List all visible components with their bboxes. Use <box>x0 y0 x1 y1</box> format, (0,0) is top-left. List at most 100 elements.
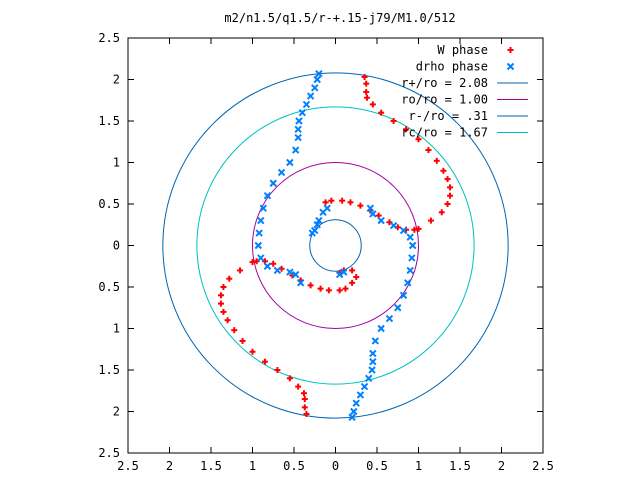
y-tick-label: 2.5 <box>98 31 120 45</box>
drho-phase-point <box>377 216 385 225</box>
w-phase-point <box>224 317 231 324</box>
point-stroke <box>369 357 377 366</box>
point-stroke <box>371 337 380 345</box>
point-stroke <box>394 304 402 312</box>
drho-phase-point <box>369 210 377 218</box>
drho-phase-point <box>315 216 323 225</box>
y-tick-label: 2.5 <box>98 446 120 460</box>
drho-phase-point <box>385 314 394 323</box>
point-stroke <box>277 168 286 177</box>
w-phase-point <box>378 109 385 116</box>
point-stroke <box>311 84 319 92</box>
drho-phase-point <box>371 337 380 345</box>
point-stroke <box>291 146 300 154</box>
drho-phase-point <box>302 100 311 109</box>
w-phase-point <box>342 285 349 292</box>
w-phase-point <box>411 226 418 233</box>
point-stroke <box>356 391 365 399</box>
drho-phase-point <box>298 108 307 117</box>
w-phase-point <box>447 192 454 199</box>
w-phase-point <box>239 337 246 344</box>
w-phase-point <box>440 167 447 174</box>
point-stroke <box>406 266 414 275</box>
y-tick-label: 2 <box>113 73 120 87</box>
drho-phase-point <box>399 226 408 235</box>
w-phase-point <box>317 285 324 292</box>
point-stroke <box>315 69 323 78</box>
drho-phase-point <box>348 413 356 422</box>
drho-phase-point <box>257 216 265 225</box>
x-tick-label: 2.5 <box>532 459 554 473</box>
point-stroke <box>286 158 294 167</box>
y-tick-label: 1 <box>113 156 120 170</box>
w-phase-point <box>325 287 332 294</box>
w-phase-point <box>447 184 454 191</box>
point-stroke <box>406 233 414 241</box>
drho-phase-point <box>269 179 277 187</box>
chart-title: m2/n1.5/q1.5/r-+.15-j79/M1.0/512 <box>224 11 455 25</box>
w-phase-point <box>286 375 293 382</box>
x-tick-label: 1 <box>415 459 422 473</box>
point-stroke <box>404 279 412 287</box>
drho-phase-point <box>296 279 305 287</box>
legend-label: r-/ro = .31 <box>409 109 488 123</box>
y-tick-label: 1.5 <box>98 114 120 128</box>
x-tick-label: 1.5 <box>200 459 222 473</box>
w-phase-point <box>427 217 434 224</box>
drho-phase-point <box>263 191 272 200</box>
point-stroke <box>377 324 385 333</box>
drho-phase-point <box>294 133 302 142</box>
point-stroke <box>313 221 321 229</box>
w-phase-point <box>364 94 371 101</box>
legend: W phase drho phase r+/ro = 2.08 ro/ro = 1.0… <box>401 43 528 140</box>
y-tick-label: 1 <box>113 322 120 336</box>
drho-phase-point <box>360 382 369 391</box>
w-phase-point <box>415 136 422 143</box>
point-stroke <box>308 229 316 237</box>
point-stroke <box>377 216 385 225</box>
x-tick-label: 0 <box>332 459 339 473</box>
w-phase-point <box>307 282 314 289</box>
legend-label: rc/ro = 1.67 <box>401 126 488 140</box>
point-stroke <box>399 291 408 300</box>
axis-ticks: 2.5 2 1.5 1 0.5 0 0.5 1 1.5 2 2.52.521.510.500.511… <box>98 31 554 473</box>
point-stroke <box>313 75 321 84</box>
w-phase-point <box>328 197 335 204</box>
drho-phase-point <box>350 407 358 416</box>
point-stroke <box>352 399 360 407</box>
point-stroke <box>263 262 272 270</box>
reference-circle <box>196 106 475 385</box>
point-stroke <box>369 210 377 218</box>
drho-phase-point <box>295 117 303 125</box>
y-tick-label: 0.5 <box>98 197 120 211</box>
drho-phase-point <box>286 158 294 167</box>
drho-phase-point <box>368 366 376 374</box>
point-stroke <box>263 191 272 200</box>
w-phase-point <box>237 267 244 274</box>
point-stroke <box>368 366 376 374</box>
w-phase-point <box>220 308 227 315</box>
drho-phase-point <box>273 266 282 275</box>
drho-phase-point <box>340 268 348 276</box>
drho-phase-point <box>377 324 385 333</box>
point-stroke <box>350 407 358 416</box>
point-stroke <box>366 204 375 212</box>
point-stroke <box>259 204 267 212</box>
w-phase-point <box>249 348 256 355</box>
y-tick-label: 2 <box>113 405 120 419</box>
drho-phase-point <box>394 304 402 312</box>
reference-circle <box>252 162 419 329</box>
point-stroke <box>399 226 408 235</box>
x-tick-label: 0.5 <box>283 459 305 473</box>
drho-phase-point <box>406 233 414 241</box>
w-phase-point <box>274 367 281 373</box>
drho-phase-point <box>408 241 417 250</box>
drho-phase-point <box>369 357 377 366</box>
drho-phase-point <box>313 75 321 84</box>
w-phase-point <box>361 74 368 81</box>
w-phase-point <box>270 260 277 267</box>
drho-phase-point <box>306 92 315 100</box>
drho-phase-point <box>389 221 398 230</box>
drho-phase-point <box>408 254 416 262</box>
